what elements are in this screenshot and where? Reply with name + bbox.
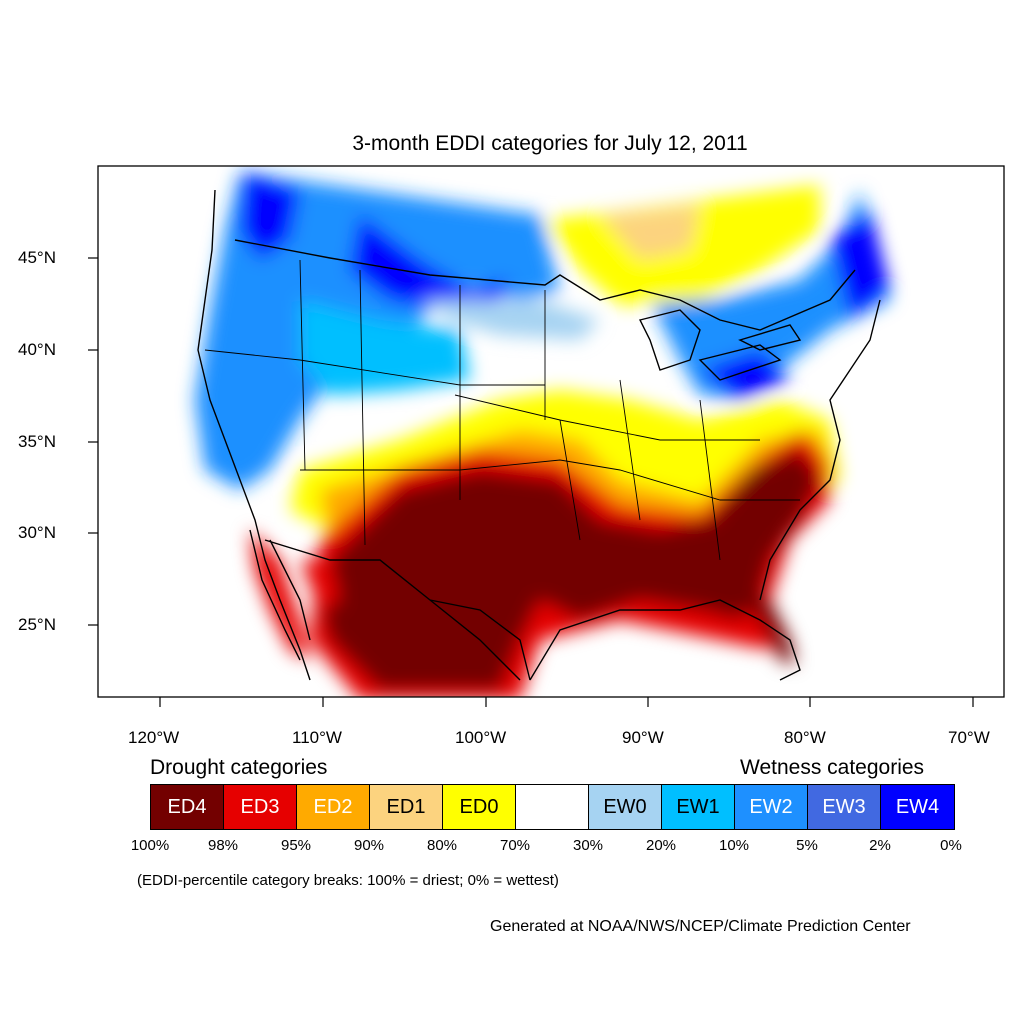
dry-region-florida (740, 590, 795, 665)
legend-box-ed0: ED0 (443, 785, 516, 829)
legend-break-label: 20% (645, 837, 677, 854)
category-note: (EDDI-percentile category breaks: 100% =… (137, 872, 559, 889)
lat-label-40: 40°N (18, 340, 56, 359)
us-canada-border (234, 239, 856, 331)
great-lakes (638, 309, 802, 381)
wet-region-rockies (300, 300, 470, 395)
map-frame (97, 165, 1005, 698)
legend-break-label: 100% (130, 837, 170, 854)
legend-box-neutral (516, 785, 589, 829)
lon-label-90w: 90°W (622, 728, 664, 747)
dry-region-south-ed4 (320, 450, 820, 690)
legend-break-label: 90% (353, 837, 385, 854)
legend-break-label: 70% (499, 837, 531, 854)
legend-box-ed1: ED1 (370, 785, 443, 829)
axis-ticks (88, 257, 974, 707)
lat-label-25: 25°N (18, 615, 56, 634)
legend-box-ew1: EW1 (662, 785, 735, 829)
lon-label-110w: 110°W (292, 728, 342, 747)
state-lines (204, 259, 800, 561)
legend-box-ew2: EW2 (735, 785, 808, 829)
lat-label-30: 30°N (18, 523, 56, 542)
legend-break-label: 5% (796, 837, 818, 854)
legend-break-label: 80% (426, 837, 458, 854)
legend-break-label: 0% (940, 837, 962, 854)
wet-region-montana (350, 215, 510, 310)
lon-label-120w: 120°W (128, 728, 180, 747)
light-wet-fringe (420, 300, 600, 340)
pacific-coastline (197, 189, 311, 681)
wet-region-new-england (830, 210, 890, 320)
lon-label-100w: 100°W (455, 728, 507, 747)
baja-peninsula (249, 529, 311, 661)
lat-label-45: 45°N (18, 248, 56, 267)
drought-categories-title: Drought categories (150, 756, 328, 779)
legend-break-label: 10% (718, 837, 750, 854)
legend-box-ew3: EW3 (808, 785, 881, 829)
gulf-coastline (429, 599, 801, 681)
legend-break-label: 30% (572, 837, 604, 854)
legend-box-ew0: EW0 (589, 785, 662, 829)
lon-label-70w: 70°W (948, 728, 990, 747)
atlantic-coastline (759, 299, 881, 601)
us-mexico-border (264, 539, 521, 681)
wet-region-lake-erie (700, 350, 790, 400)
lon-label-80w: 80°W (784, 728, 826, 747)
category-legend: ED4 ED3 ED2 ED1 ED0 EW0 EW1 EW2 EW3 EW4 (150, 784, 955, 830)
dry-region-baja (250, 530, 310, 660)
legend-break-label: 98% (207, 837, 239, 854)
dry-region-upper-midwest-ed1 (600, 205, 700, 260)
legend-box-ed2: ED2 (297, 785, 370, 829)
map-title: 3-month EDDI categories for July 12, 201… (352, 132, 748, 155)
legend-break-label: 95% (280, 837, 312, 854)
wet-region-northeast (650, 190, 890, 400)
lat-label-35: 35°N (18, 432, 56, 451)
wet-region-cascades (240, 172, 300, 260)
legend-box-ed4: ED4 (151, 785, 224, 829)
legend-box-ew4: EW4 (881, 785, 954, 829)
legend-break-label: 2% (869, 837, 891, 854)
credit-line: Generated at NOAA/NWS/NCEP/Climate Predi… (490, 918, 911, 935)
legend-box-ed3: ED3 (224, 785, 297, 829)
dry-region-sonora (300, 560, 340, 610)
wetness-categories-title: Wetness categories (740, 756, 925, 779)
